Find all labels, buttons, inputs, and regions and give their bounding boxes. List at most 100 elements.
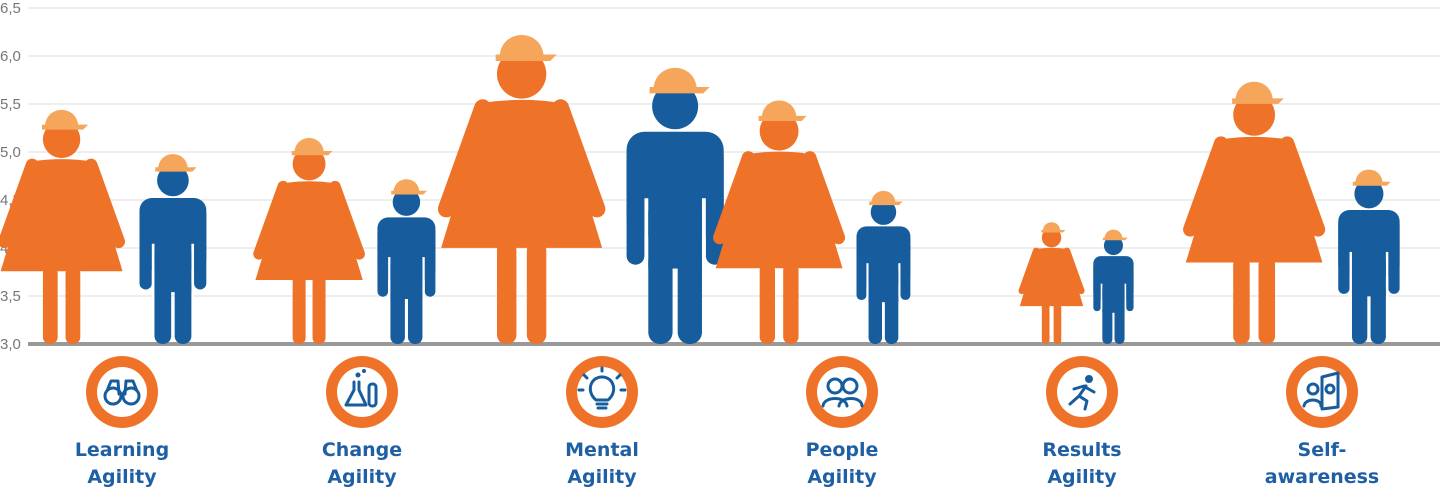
right-leg <box>1115 305 1125 344</box>
arm-gap-right <box>191 244 194 297</box>
male-figure-1 <box>377 179 435 344</box>
right-leg <box>527 241 546 344</box>
people-icon <box>806 356 878 428</box>
left-leg <box>1233 257 1250 344</box>
y-tick-label: 5,5 <box>0 96 21 113</box>
left-leg <box>869 292 882 344</box>
right-leg <box>783 263 798 344</box>
helmet-brim <box>1103 238 1128 241</box>
left-leg <box>497 241 516 344</box>
right-arm <box>900 235 910 300</box>
arm-gap-left <box>1350 252 1352 300</box>
binoculars-icon <box>86 356 158 428</box>
arm-gap-right <box>898 263 900 306</box>
female-figure-5 <box>1186 82 1323 344</box>
right-arm <box>194 209 206 290</box>
category-label-line: People <box>806 439 879 461</box>
helmet-brim <box>759 116 807 121</box>
right-arm <box>706 147 724 265</box>
y-tick-label: 6,5 <box>0 0 21 17</box>
left-leg <box>1102 305 1112 344</box>
category-label-line: Agility <box>1047 466 1117 488</box>
male-figure-4 <box>1093 230 1133 344</box>
arm-gap-left <box>644 198 648 275</box>
runner-icon <box>1046 356 1118 428</box>
right-leg <box>1371 284 1386 344</box>
female-figure-4 <box>1020 222 1083 344</box>
male-figure-0 <box>140 154 207 344</box>
helmet-brim <box>650 87 710 93</box>
category-label-line: Self- <box>1298 439 1347 461</box>
helmet-brim <box>292 151 333 155</box>
helmet-brim <box>391 191 427 195</box>
left-leg <box>1042 304 1050 344</box>
category-label-line: Agility <box>327 466 397 488</box>
left-leg <box>43 266 58 344</box>
left-leg <box>154 279 171 344</box>
category-label-line: Results <box>1042 439 1121 461</box>
category-label-line: awareness <box>1265 466 1379 488</box>
right-leg <box>885 292 898 344</box>
category-label-line: Agility <box>87 466 157 488</box>
mirror-icon <box>1286 356 1358 428</box>
right-leg <box>175 279 192 344</box>
right-arm <box>425 227 436 297</box>
right-leg <box>408 288 422 344</box>
helmet-brim <box>1041 230 1065 233</box>
bubble <box>362 369 366 373</box>
female-figure-1 <box>255 138 362 344</box>
arm-gap-right <box>702 198 706 275</box>
runner-head <box>1085 375 1093 383</box>
left-arm <box>627 147 645 265</box>
right-arm <box>1388 220 1399 294</box>
arm-gap-right <box>1386 252 1388 300</box>
left-leg <box>648 249 672 344</box>
y-tick-label: 3,5 <box>0 288 21 305</box>
male-figure-2 <box>627 68 724 344</box>
arm-gap-left <box>152 244 155 297</box>
category-labels: LearningAgilityChangeAgilityMentalAgilit… <box>75 439 1379 488</box>
left-arm <box>857 235 867 300</box>
left-arm <box>1338 220 1349 294</box>
female-figure-3 <box>716 101 843 344</box>
lightbulb-icon <box>566 356 638 428</box>
left-leg <box>390 288 404 344</box>
figures <box>1 35 1400 344</box>
left-arm <box>377 227 388 297</box>
left-arm <box>140 209 152 290</box>
arm-gap-left <box>388 257 390 303</box>
left-leg <box>760 263 775 344</box>
helmet-brim <box>155 167 196 171</box>
helmet-brim <box>42 125 88 130</box>
right-arm <box>1126 262 1133 311</box>
y-tick-label: 5,0 <box>0 144 21 161</box>
category-label-line: Learning <box>75 439 169 461</box>
right-leg <box>66 266 81 344</box>
category-icons <box>86 356 1358 428</box>
right-leg <box>678 249 702 344</box>
arm-gap-left <box>1101 284 1103 316</box>
right-leg <box>313 276 326 344</box>
y-tick-label: 3,0 <box>0 336 21 353</box>
arm-gap-right <box>1125 284 1127 316</box>
left-arm <box>1093 262 1100 311</box>
male-figure-3 <box>857 191 911 344</box>
arm-gap-right <box>422 257 424 303</box>
category-label-line: Agility <box>567 466 637 488</box>
flask-icon <box>326 356 398 428</box>
female-figure-2 <box>441 35 602 344</box>
arm-gap-left <box>866 263 868 306</box>
helmet-brim <box>1353 182 1391 186</box>
helmet-brim <box>496 54 557 60</box>
icon-inner <box>337 367 387 417</box>
y-tick-label: 6,0 <box>0 48 21 65</box>
category-label-line: Agility <box>807 466 877 488</box>
right-leg <box>1259 257 1276 344</box>
icon-inner <box>817 367 867 417</box>
right-leg <box>1054 304 1062 344</box>
male-figure-5 <box>1338 170 1399 344</box>
left-leg <box>1352 284 1367 344</box>
helmet-brim <box>1232 98 1284 104</box>
left-leg <box>293 276 306 344</box>
